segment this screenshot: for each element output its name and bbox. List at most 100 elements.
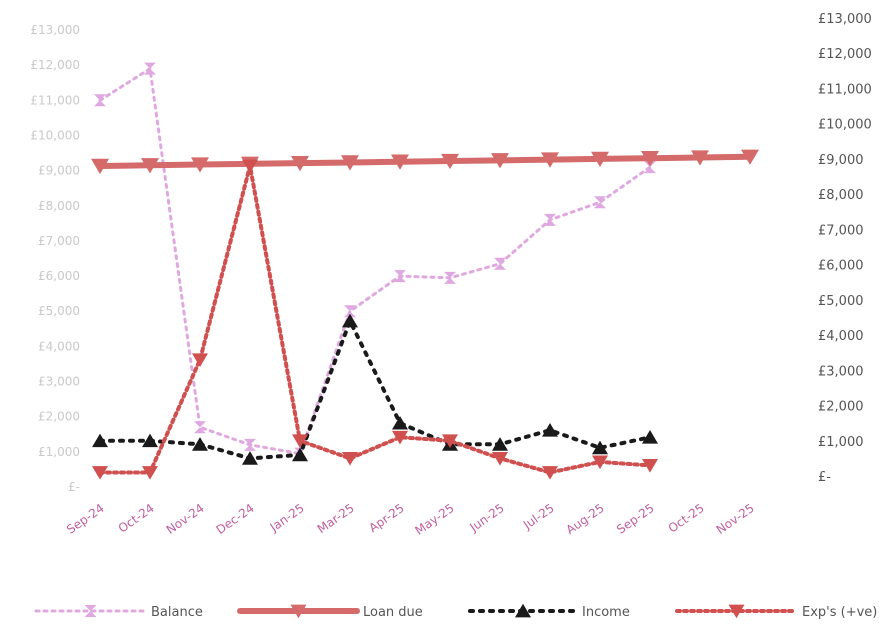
data-point — [291, 155, 309, 172]
y-right-tick-label: £8,000 — [818, 188, 864, 203]
y-right-tick-label: £12,000 — [818, 47, 872, 62]
y-right-tick-label: £- — [818, 470, 831, 485]
data-point — [91, 158, 109, 175]
data-point — [691, 150, 709, 166]
x-tick-label: Apr-25 — [366, 501, 406, 535]
y-left-tick-label: £1,000 — [38, 445, 80, 459]
legend-label: Balance — [151, 605, 203, 620]
data-point — [441, 153, 459, 170]
legend-item: Loan due — [237, 604, 423, 620]
y-left-tick-label: £13,000 — [30, 23, 80, 37]
x-tick-label: Oct-24 — [116, 501, 157, 536]
x-tick-label: Nov-25 — [714, 501, 757, 537]
y-right-tick-label: £4,000 — [818, 329, 864, 344]
y-left-tick-label: £3,000 — [38, 375, 80, 389]
series-balance — [94, 62, 656, 460]
data-point — [644, 161, 656, 174]
data-point — [290, 604, 307, 619]
y-right-tick-label: £7,000 — [818, 223, 864, 238]
x-tick-label: Sep-25 — [614, 501, 657, 537]
y-left-tick-label: £2,000 — [38, 410, 80, 424]
data-point — [342, 451, 358, 466]
data-point — [392, 415, 408, 430]
data-point — [242, 451, 258, 465]
data-point — [92, 433, 108, 448]
y-left-tick-label: £8,000 — [38, 199, 80, 213]
y-left-tick-label: £12,000 — [30, 58, 80, 72]
legend-item: Income — [468, 603, 630, 620]
data-point — [494, 257, 506, 270]
data-point — [442, 434, 458, 448]
y-left-tick-label: £6,000 — [38, 269, 80, 283]
legend-label: Exp's (+ve) — [802, 605, 877, 620]
y-left-tick-label: £- — [68, 480, 80, 494]
legend: Balance Loan due Income Exp's (+ve) — [34, 603, 877, 620]
legend-label: Loan due — [363, 605, 423, 620]
series-line — [98, 67, 652, 456]
x-tick-label: May-25 — [412, 501, 456, 538]
data-point — [541, 152, 559, 168]
x-tick-label: Jun-25 — [466, 501, 506, 535]
data-point — [544, 213, 556, 226]
data-point — [444, 271, 456, 284]
y-right-tick-label: £10,000 — [818, 118, 872, 133]
y-left-tick-label: £4,000 — [38, 339, 80, 353]
y-right-tick-label: £6,000 — [818, 259, 864, 274]
data-point — [92, 466, 108, 480]
data-point — [492, 437, 508, 451]
data-point — [244, 438, 256, 451]
y-right-tick-label: £11,000 — [818, 82, 872, 97]
data-point — [191, 157, 209, 173]
left-axis: £- £1,000 £2,000 £3,000 £4,000 £5,000 £6,000 £7… — [30, 23, 80, 494]
data-point — [142, 466, 158, 480]
legend-item: Exp's (+ve) — [675, 604, 877, 620]
x-tick-label: Oct-25 — [666, 501, 707, 536]
data-point — [741, 149, 759, 165]
series-income — [92, 313, 658, 465]
data-point — [642, 430, 658, 444]
x-tick-label: Sep-24 — [64, 501, 107, 537]
data-point — [192, 437, 208, 451]
series-loan-due — [91, 149, 759, 175]
series-layer — [91, 62, 759, 480]
data-point — [594, 196, 606, 209]
data-point — [141, 158, 159, 174]
data-point — [344, 305, 356, 318]
y-left-tick-label: £9,000 — [38, 164, 80, 178]
data-point — [542, 423, 558, 437]
data-point — [392, 430, 408, 445]
data-point — [391, 154, 409, 170]
y-right-tick-label: £5,000 — [818, 294, 864, 309]
right-axis: £- £1,000 £2,000 £3,000 £4,000 £5,000 £6,000 £7… — [818, 12, 872, 485]
data-point — [592, 440, 608, 455]
x-tick-label: Mar-25 — [315, 501, 357, 536]
data-point — [242, 159, 258, 174]
y-left-tick-label: £10,000 — [30, 128, 80, 142]
data-point — [592, 455, 608, 470]
y-right-tick-label: £3,000 — [818, 364, 864, 379]
data-point — [641, 151, 659, 167]
data-point — [94, 94, 106, 107]
data-point — [515, 603, 531, 618]
data-point — [144, 62, 156, 75]
series-line — [97, 153, 753, 169]
data-point — [542, 466, 558, 480]
data-point — [728, 604, 745, 619]
data-point — [491, 153, 509, 169]
series-line — [98, 318, 652, 461]
y-right-tick-label: £13,000 — [818, 12, 872, 27]
y-left-tick-label: £7,000 — [38, 234, 80, 248]
data-point — [84, 605, 97, 617]
data-point — [642, 459, 658, 473]
series-exp-s-ve — [92, 159, 658, 480]
legend-label: Income — [582, 605, 630, 620]
x-axis: Sep-24 Oct-24 Nov-24 Dec-24 Jan-25 Mar-25 Apr-… — [64, 501, 757, 538]
data-point — [292, 434, 308, 448]
x-tick-label: Nov-24 — [164, 501, 207, 537]
data-point — [142, 433, 158, 448]
x-tick-label: Jul-25 — [520, 501, 557, 533]
x-tick-label: Jan-25 — [267, 501, 307, 535]
x-tick-label: Aug-25 — [563, 501, 606, 537]
y-right-tick-label: £2,000 — [818, 400, 864, 415]
